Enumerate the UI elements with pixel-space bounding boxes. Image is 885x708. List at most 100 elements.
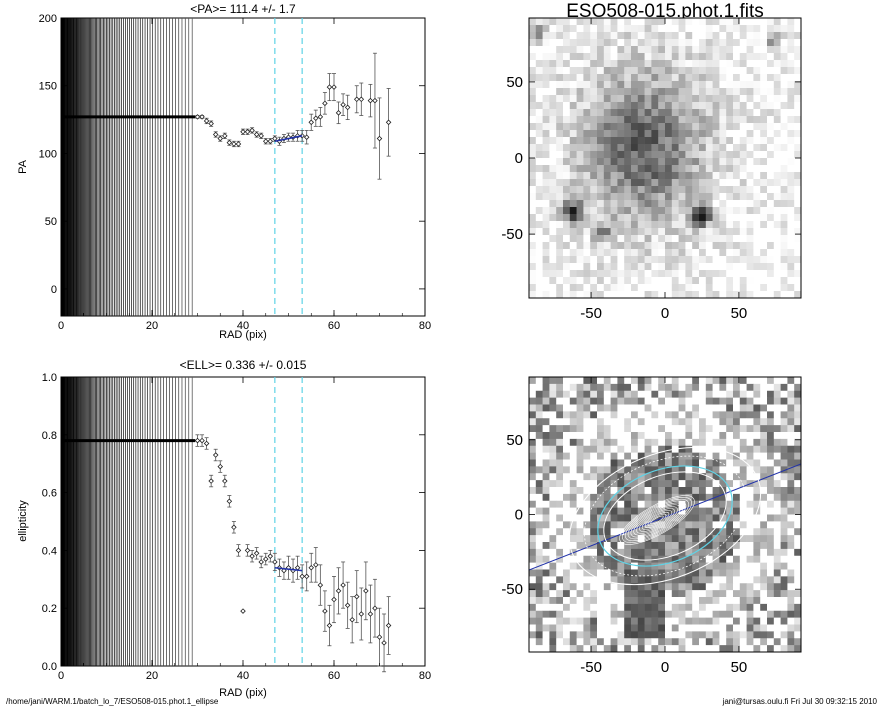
image-x-tick-label: -50	[580, 659, 602, 676]
image-y-tick-label: -50	[501, 581, 523, 598]
data-point	[249, 550, 255, 563]
data-point	[349, 596, 355, 644]
data-point	[194, 114, 201, 120]
y-tick-label: 0.2	[42, 603, 57, 615]
data-point	[235, 140, 242, 148]
data-point	[340, 93, 346, 116]
data-point	[231, 140, 237, 148]
data-point	[308, 113, 315, 131]
data-point	[367, 584, 374, 644]
data-point	[199, 434, 205, 447]
inner-ellipse	[647, 513, 667, 527]
y-tick-label: 0.8	[42, 430, 57, 442]
data-point	[262, 552, 269, 566]
footer-timestamp: jani@tursas.oulu.fi Fri Jul 30 09:32:15 …	[722, 697, 877, 706]
x-tick-label: 60	[328, 320, 340, 332]
ellipse-overlay	[529, 446, 801, 586]
data-point	[253, 131, 260, 138]
y-tick-label: 0	[51, 284, 57, 296]
data-point	[226, 139, 233, 146]
pa-chart-title: <PA>= 111.4 +/- 1.7	[190, 2, 296, 16]
image-x-tick-label: 50	[731, 659, 748, 676]
image-x-tick-label: 0	[661, 305, 669, 322]
isophote-ellipse	[584, 455, 746, 577]
image-y-tick-label: 0	[515, 507, 523, 524]
data-point	[267, 138, 274, 145]
inner-ellipse	[650, 515, 664, 525]
image-x-tick-label: 50	[731, 305, 748, 322]
data-point	[240, 608, 246, 614]
data-point	[317, 564, 324, 606]
data-point	[294, 555, 301, 580]
data-point	[358, 587, 365, 641]
x-tick-label: 0	[58, 670, 64, 682]
x-tick-label: 0	[58, 320, 64, 332]
y-tick-label: 0.0	[42, 661, 57, 673]
isophote-ellipse	[568, 446, 762, 586]
data-point	[299, 564, 305, 589]
data-point	[322, 590, 328, 632]
data-point	[244, 128, 251, 135]
data-point	[212, 131, 219, 138]
data-point	[222, 474, 228, 488]
data-point	[249, 127, 255, 134]
data-point	[194, 434, 201, 447]
x-tick-label: 40	[237, 320, 249, 332]
data-point	[281, 134, 287, 144]
data-point	[335, 101, 342, 125]
image-y-tick-label: -50	[501, 226, 523, 243]
data-point	[317, 107, 324, 127]
ell-y-axis-label: ellipticity	[17, 500, 29, 542]
galaxy-image	[529, 18, 801, 298]
data-point	[203, 117, 210, 125]
y-tick-label: 150	[39, 81, 57, 93]
data-point	[372, 578, 378, 638]
isophote-ellipse	[603, 471, 727, 561]
data-point	[222, 132, 228, 139]
footer-file-path: /home/jani/WARM.1/batch_lo_7/ESO508-015.…	[6, 697, 219, 706]
pa-y-axis-label: PA	[17, 159, 29, 174]
data-point	[353, 85, 360, 114]
data-point	[262, 138, 269, 145]
image-y-tick-label: 50	[506, 432, 523, 449]
data-point	[344, 94, 351, 120]
data-point	[372, 52, 378, 149]
mean-fit-line	[274, 135, 303, 143]
data-point	[212, 448, 219, 462]
data-point	[363, 561, 369, 621]
inner-ellipse	[624, 498, 690, 542]
data-point	[217, 460, 224, 473]
data-point	[303, 561, 310, 592]
data-point	[344, 581, 351, 629]
ell-x-axis-label: RAD (pix)	[219, 687, 267, 699]
data-point	[331, 73, 337, 102]
image-panel-title: ESO508-015.phot.1.fits	[566, 1, 764, 22]
data-point	[303, 130, 310, 145]
pa-x-axis-label: RAD (pix)	[219, 329, 267, 341]
y-tick-label: 1.0	[42, 372, 57, 384]
ell-chart-title: <ELL>= 0.336 +/- 0.015	[180, 358, 307, 372]
data-point	[313, 547, 319, 583]
y-tick-label: 100	[39, 148, 57, 160]
data-point	[340, 561, 346, 609]
pa-data-points	[194, 52, 392, 180]
x-tick-label: 20	[146, 320, 158, 332]
residual-image-axes: -50 -50 0 0 50 50	[501, 377, 801, 676]
inner-ellipse	[633, 504, 681, 536]
x-tick-label: 80	[419, 320, 431, 332]
image-x-tick-label: -50	[580, 305, 602, 322]
data-point	[276, 558, 283, 577]
residual-image-panel: -50 -50 0 0 50 50	[501, 376, 802, 676]
data-point	[308, 552, 315, 583]
major-axis-line	[529, 463, 801, 571]
pa-dense-lines	[60, 18, 196, 316]
data-point	[376, 97, 383, 180]
y-tick-label: 0.6	[42, 488, 57, 500]
inner-ellipse	[627, 500, 687, 540]
x-tick-label: 60	[328, 670, 340, 682]
mean-fit-line	[274, 566, 303, 572]
data-point	[208, 474, 214, 488]
data-point	[358, 82, 365, 116]
galaxy-image-panel: ESO508-015.phot.1.fits -50 -50 0 0 50 50	[501, 1, 802, 322]
